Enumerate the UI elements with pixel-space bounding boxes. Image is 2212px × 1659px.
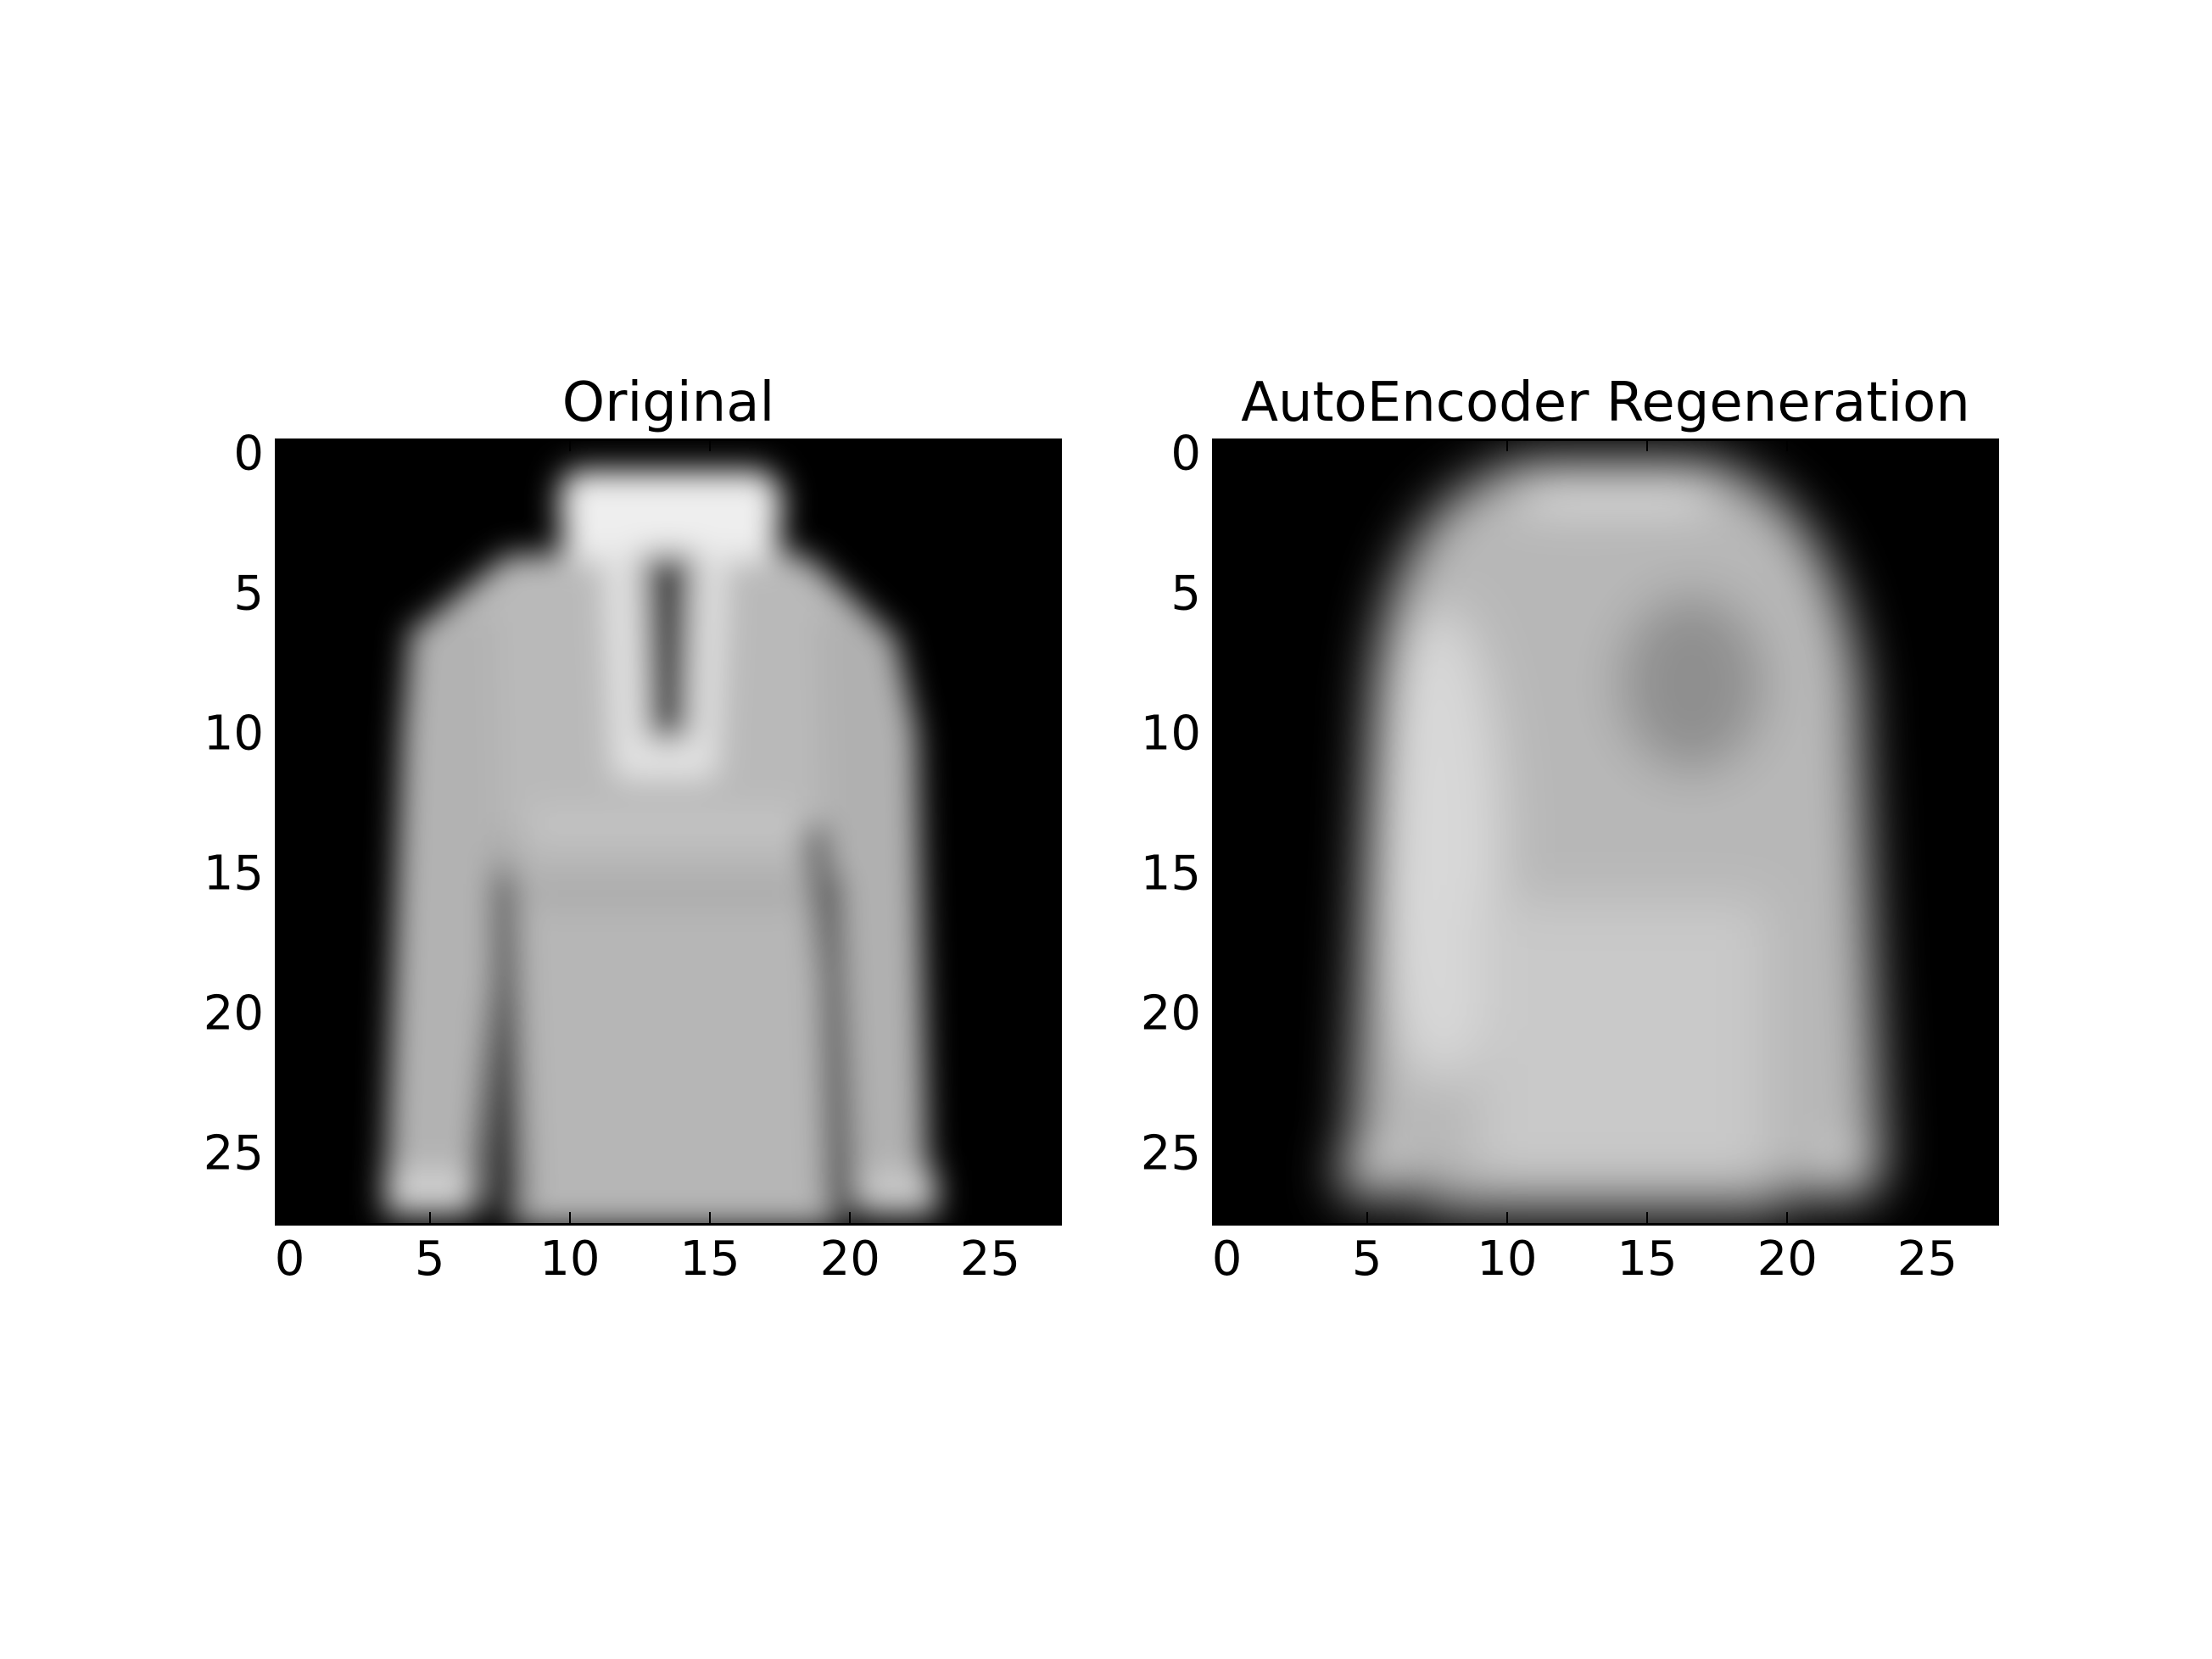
xtick-label-original-10: 10 (539, 1232, 600, 1287)
xtick-mark-regeneration-10-bottom (1505, 1212, 1508, 1224)
ytick-mark-regeneration-25-right (1986, 1153, 1997, 1155)
collar (1523, 464, 1709, 499)
xtick-label-regeneration-5: 5 (1351, 1232, 1382, 1287)
xtick-mark-original-15-top (709, 439, 712, 451)
xtick-label-original-20: 20 (819, 1232, 880, 1287)
ytick-mark-regeneration-15-left (1213, 873, 1225, 875)
original-image (276, 439, 1060, 1224)
ytick-mark-original-20-right (1048, 1013, 1060, 1015)
ytick-mark-regeneration-10-right (1986, 732, 1997, 735)
left-sleeve (384, 610, 503, 1210)
xtick-mark-regeneration-15-top (1646, 439, 1649, 451)
xtick-mark-regeneration-0-bottom (1226, 1212, 1228, 1224)
xtick-mark-regeneration-10-top (1505, 439, 1508, 451)
panel-title-regeneration: AutoEncoder Regeneration (1241, 371, 1970, 434)
ytick-label-original-20: 20 (203, 986, 264, 1042)
xtick-label-regeneration-0: 0 (1211, 1232, 1243, 1287)
ytick-mark-regeneration-0-left (1213, 452, 1225, 455)
ytick-label-regeneration-5: 5 (1170, 566, 1201, 622)
regeneration-image (1213, 439, 1997, 1224)
ytick-mark-original-0-right (1048, 452, 1060, 455)
ytick-label-original-10: 10 (203, 706, 264, 762)
xtick-mark-regeneration-20-top (1786, 439, 1789, 451)
ytick-mark-regeneration-20-right (1986, 1013, 1997, 1015)
xtick-label-original-15: 15 (679, 1232, 740, 1287)
axes-frame-regeneration (1212, 438, 1999, 1226)
xtick-mark-original-10-top (568, 439, 571, 451)
left-cuff (1338, 1148, 1390, 1199)
xtick-mark-original-0-top (288, 439, 291, 451)
garment-regeneration (1338, 464, 1883, 1224)
ytick-label-regeneration-15: 15 (1140, 846, 1201, 902)
xtick-mark-regeneration-0-top (1226, 439, 1228, 451)
xtick-mark-regeneration-15-bottom (1646, 1212, 1649, 1224)
xtick-mark-regeneration-25-bottom (1926, 1212, 1929, 1224)
xtick-label-original-5: 5 (414, 1232, 445, 1287)
ytick-mark-original-10-left (276, 732, 288, 735)
ytick-mark-original-20-left (276, 1013, 288, 1015)
ytick-label-regeneration-10: 10 (1140, 706, 1201, 762)
lower-torso (1478, 902, 1765, 1182)
xtick-mark-regeneration-25-top (1926, 439, 1929, 451)
ytick-mark-regeneration-25-left (1213, 1153, 1225, 1155)
xtick-mark-original-15-bottom (709, 1212, 712, 1224)
xtick-label-regeneration-15: 15 (1617, 1232, 1678, 1287)
neck-opening (642, 554, 694, 740)
ytick-mark-regeneration-10-left (1213, 732, 1225, 735)
shadow-patch (1619, 593, 1765, 774)
ytick-label-regeneration-25: 25 (1140, 1126, 1201, 1181)
ytick-mark-original-15-right (1048, 873, 1060, 875)
ytick-mark-regeneration-5-left (1213, 592, 1225, 595)
ytick-label-original-25: 25 (203, 1126, 264, 1181)
ytick-mark-regeneration-20-left (1213, 1013, 1225, 1015)
xtick-mark-original-10-bottom (568, 1212, 571, 1224)
ytick-mark-regeneration-0-right (1986, 452, 1997, 455)
left-highlight (1377, 607, 1502, 1084)
xtick-label-regeneration-20: 20 (1757, 1232, 1818, 1287)
ytick-mark-original-10-right (1048, 732, 1060, 735)
band (530, 806, 800, 846)
xtick-mark-regeneration-5-top (1366, 439, 1368, 451)
xtick-label-original-0: 0 (274, 1232, 305, 1287)
right-cuff (1826, 1148, 1877, 1199)
xtick-mark-original-0-bottom (288, 1212, 291, 1224)
xtick-mark-original-5-top (428, 439, 431, 451)
xtick-mark-original-20-top (849, 439, 852, 451)
ytick-label-original-15: 15 (203, 846, 264, 902)
ytick-mark-original-25-right (1048, 1153, 1060, 1155)
panel-title-original: Original (561, 371, 775, 434)
right-cuff (858, 1170, 937, 1216)
xtick-mark-regeneration-20-bottom (1786, 1212, 1789, 1224)
hood-collar (558, 470, 783, 561)
pocket-line (530, 881, 800, 905)
ytick-label-regeneration-0: 0 (1170, 426, 1201, 482)
xtick-label-original-25: 25 (959, 1232, 1021, 1287)
xtick-mark-regeneration-5-bottom (1366, 1212, 1368, 1224)
ytick-label-original-5: 5 (233, 566, 264, 622)
xtick-mark-original-25-bottom (989, 1212, 991, 1224)
xtick-mark-original-5-bottom (428, 1212, 431, 1224)
hem (1428, 1198, 1788, 1224)
ytick-mark-original-5-right (1048, 592, 1060, 595)
xtick-label-regeneration-10: 10 (1477, 1232, 1538, 1287)
ytick-label-original-0: 0 (233, 426, 264, 482)
right-gap (818, 874, 853, 1210)
ytick-mark-original-25-left (276, 1153, 288, 1155)
ytick-label-regeneration-20: 20 (1140, 986, 1201, 1042)
xtick-label-regeneration-25: 25 (1896, 1232, 1958, 1287)
garment-original (384, 470, 937, 1224)
xtick-mark-original-25-top (989, 439, 991, 451)
ytick-mark-regeneration-15-right (1986, 873, 1997, 875)
ytick-mark-original-5-left (276, 592, 288, 595)
axes-frame-original (275, 438, 1062, 1226)
xtick-mark-original-20-bottom (849, 1212, 852, 1224)
ytick-mark-original-15-left (276, 873, 288, 875)
ytick-mark-original-0-left (276, 452, 288, 455)
left-gap (491, 874, 526, 1210)
ytick-mark-regeneration-5-right (1986, 592, 1997, 595)
torso (502, 817, 839, 1224)
left-cuff (384, 1170, 475, 1216)
